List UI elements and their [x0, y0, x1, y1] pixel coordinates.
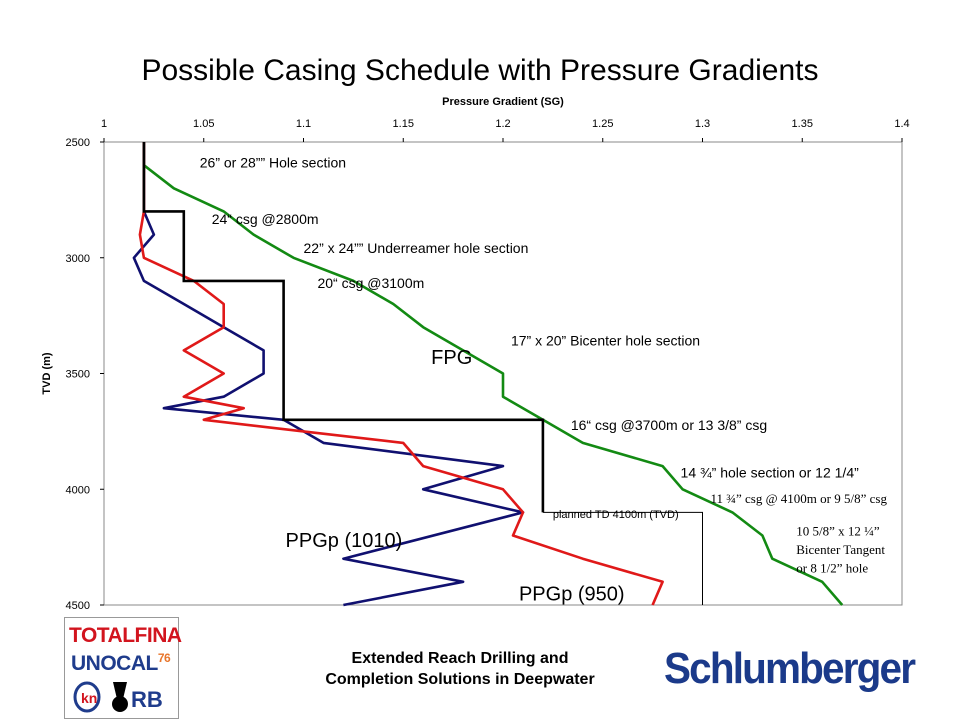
annotation-label: FPG	[431, 347, 472, 369]
logo-text-unocal: UNOCAL76	[71, 651, 171, 675]
annotation-label: PPGp (950)	[519, 583, 625, 605]
chart-axes: 1 1.05 1.1 1.15 1.2 1.25 1.3 1.35 1.4 2500 3000 350…	[41, 96, 910, 612]
svg-text:kn: kn	[81, 690, 97, 706]
logo-text-rb: RB	[131, 687, 163, 712]
x-tick-label: 1.15	[393, 118, 414, 130]
annotation-label: Bicenter Tangent	[796, 542, 885, 557]
footer-line-2: Completion Solutions in Deepwater	[325, 671, 595, 688]
annotation-label: 22” x 24”” Underreamer hole section	[304, 240, 529, 256]
chart-annotations: 26” or 28”” Hole section 24“ csg @2800m 22…	[200, 154, 888, 605]
series-line-fpg	[142, 142, 844, 606]
y-axis-label: TVD (m)	[41, 352, 53, 395]
annotation-label: 20“ csg @3100m	[317, 275, 424, 291]
annotation-label: 16“ csg @3700m or 13 3/8” csg	[571, 417, 767, 433]
annotation-label: 14 ¾” hole section or 12 1/4”	[681, 465, 860, 481]
footer-caption: Extended Reach Drilling and Completion S…	[260, 648, 660, 690]
totalfina-unocal-logo: TOTALFINA UNOCAL76 kn RB	[64, 617, 182, 719]
annotation-label: or 8 1/2” hole	[796, 561, 868, 576]
y-tick-label: 3000	[66, 253, 90, 265]
y-tick-label: 4000	[66, 484, 90, 496]
x-tick-label: 1.4	[894, 118, 909, 130]
annotation-label: 26” or 28”” Hole section	[200, 154, 346, 170]
planned-td-line	[542, 511, 703, 605]
logo-text-76: 76	[157, 651, 171, 665]
x-tick-label: 1.1	[296, 118, 311, 130]
x-axis-label: Pressure Gradient (SG)	[442, 96, 564, 108]
schlumberger-logo: Schlumberger	[664, 644, 916, 693]
casing-chart: 1 1.05 1.1 1.15 1.2 1.25 1.3 1.35 1.4 2500 3000 350…	[41, 96, 910, 612]
annotation-label: 17” x 20” Bicenter hole section	[511, 333, 700, 349]
chart-series	[132, 142, 844, 607]
annotation-label: PPGp (1010)	[286, 530, 403, 552]
logo-text-totalfina: TOTALFINA	[69, 624, 182, 647]
annotation-label: 10 5/8” x 12 ¼”	[796, 524, 880, 539]
y-tick-label: 2500	[66, 137, 90, 149]
annotation-label: 24“ csg @2800m	[212, 211, 319, 227]
x-tick-label: 1.3	[695, 118, 710, 130]
x-tick-label: 1.25	[592, 118, 613, 130]
x-tick-label: 1.05	[193, 118, 214, 130]
annotation-label: 11 ¾” csg @ 4100m or 9 5/8” csg	[710, 491, 887, 506]
y-tick-label: 3500	[66, 369, 90, 381]
footer-line-1: Extended Reach Drilling and	[351, 650, 569, 667]
casing-schedule-line	[142, 142, 545, 513]
x-tick-label: 1.2	[495, 118, 510, 130]
kn-rb-emblem-icon: kn RB	[73, 681, 163, 713]
annotation-label: planned TD 4100m (TVD)	[553, 509, 679, 521]
x-tick-label: 1.35	[792, 118, 813, 130]
chart-title: Possible Casing Schedule with Pressure G…	[141, 54, 819, 87]
series-line-ppgp-950	[138, 142, 664, 606]
x-tick-label: 1	[101, 118, 107, 130]
y-tick-label: 4500	[66, 600, 90, 612]
